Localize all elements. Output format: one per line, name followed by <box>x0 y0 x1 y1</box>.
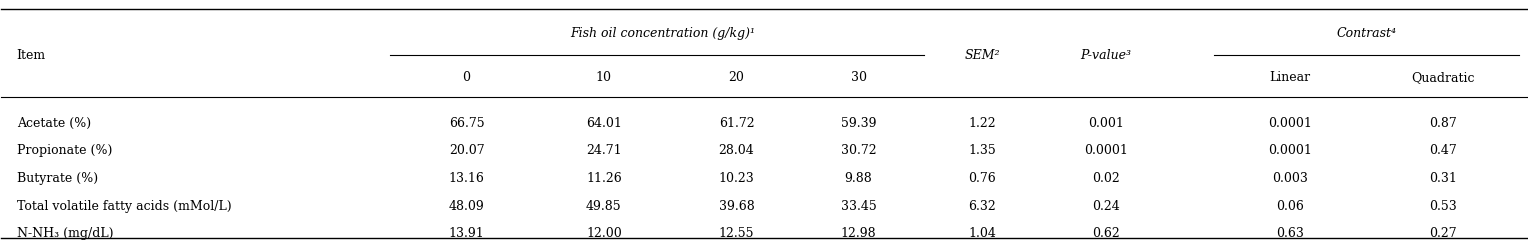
Text: Contrast⁴: Contrast⁴ <box>1337 27 1397 40</box>
Text: N-NH₃ (mg/dL): N-NH₃ (mg/dL) <box>17 227 113 240</box>
Text: 0.27: 0.27 <box>1429 227 1456 240</box>
Text: 20: 20 <box>729 71 744 85</box>
Text: 9.88: 9.88 <box>845 172 872 185</box>
Text: 12.55: 12.55 <box>718 227 755 240</box>
Text: 0.63: 0.63 <box>1276 227 1303 240</box>
Text: 0.53: 0.53 <box>1429 200 1456 213</box>
Text: 0.0001: 0.0001 <box>1268 117 1313 130</box>
Text: 33.45: 33.45 <box>840 200 877 213</box>
Text: 1.35: 1.35 <box>969 145 996 157</box>
Text: 0.87: 0.87 <box>1429 117 1456 130</box>
Text: Fish oil concentration (g/kg)¹: Fish oil concentration (g/kg)¹ <box>570 27 755 40</box>
Text: 30: 30 <box>851 71 866 85</box>
Text: Propionate (%): Propionate (%) <box>17 145 112 157</box>
Text: 0.0001: 0.0001 <box>1083 145 1128 157</box>
Text: 0.06: 0.06 <box>1276 200 1303 213</box>
Text: SEM²: SEM² <box>964 49 999 62</box>
Text: 13.91: 13.91 <box>449 227 484 240</box>
Text: Total volatile fatty acids (mMol/L): Total volatile fatty acids (mMol/L) <box>17 200 231 213</box>
Text: 12.98: 12.98 <box>840 227 877 240</box>
Text: 0.62: 0.62 <box>1093 227 1120 240</box>
Text: 10: 10 <box>596 71 611 85</box>
Text: 20.07: 20.07 <box>449 145 484 157</box>
Text: 0.76: 0.76 <box>969 172 996 185</box>
Text: Item: Item <box>17 49 46 62</box>
Text: 0.02: 0.02 <box>1093 172 1120 185</box>
Text: 64.01: 64.01 <box>585 117 622 130</box>
Text: 13.16: 13.16 <box>449 172 484 185</box>
Text: 0.003: 0.003 <box>1273 172 1308 185</box>
Text: 10.23: 10.23 <box>718 172 755 185</box>
Text: Acetate (%): Acetate (%) <box>17 117 90 130</box>
Text: 0.0001: 0.0001 <box>1268 145 1313 157</box>
Text: 0.31: 0.31 <box>1429 172 1456 185</box>
Text: 11.26: 11.26 <box>585 172 622 185</box>
Text: 6.32: 6.32 <box>969 200 996 213</box>
Text: P-value³: P-value³ <box>1080 49 1131 62</box>
Text: 61.72: 61.72 <box>718 117 755 130</box>
Text: 0.47: 0.47 <box>1429 145 1456 157</box>
Text: 12.00: 12.00 <box>585 227 622 240</box>
Text: Linear: Linear <box>1270 71 1311 85</box>
Text: 59.39: 59.39 <box>840 117 877 130</box>
Text: 66.75: 66.75 <box>449 117 484 130</box>
Text: 1.04: 1.04 <box>969 227 996 240</box>
Text: Butyrate (%): Butyrate (%) <box>17 172 98 185</box>
Text: Quadratic: Quadratic <box>1410 71 1475 85</box>
Text: 24.71: 24.71 <box>587 145 622 157</box>
Text: 0.24: 0.24 <box>1093 200 1120 213</box>
Text: 0: 0 <box>463 71 471 85</box>
Text: 48.09: 48.09 <box>449 200 484 213</box>
Text: 39.68: 39.68 <box>718 200 755 213</box>
Text: 1.22: 1.22 <box>969 117 996 130</box>
Text: 0.001: 0.001 <box>1088 117 1123 130</box>
Text: 30.72: 30.72 <box>840 145 877 157</box>
Text: 28.04: 28.04 <box>718 145 755 157</box>
Text: 49.85: 49.85 <box>587 200 622 213</box>
